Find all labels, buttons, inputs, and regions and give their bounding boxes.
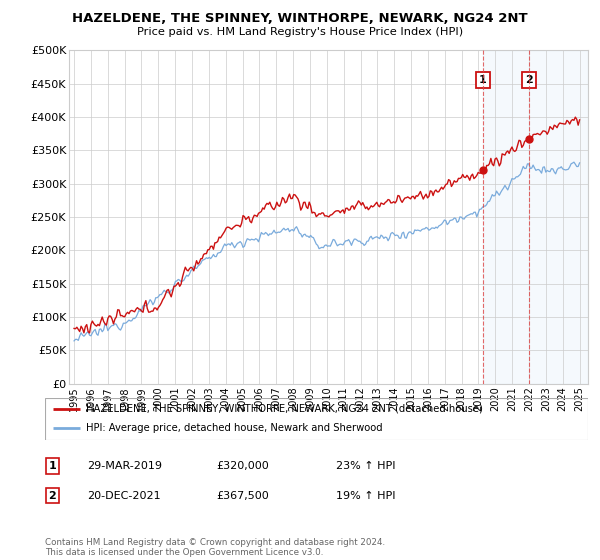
Text: 1: 1 [479, 76, 487, 85]
Text: HAZELDENE, THE SPINNEY, WINTHORPE, NEWARK, NG24 2NT (detached house): HAZELDENE, THE SPINNEY, WINTHORPE, NEWAR… [86, 404, 482, 414]
Text: HPI: Average price, detached house, Newark and Sherwood: HPI: Average price, detached house, Newa… [86, 423, 382, 433]
Text: Price paid vs. HM Land Registry's House Price Index (HPI): Price paid vs. HM Land Registry's House … [137, 27, 463, 37]
Text: 29-MAR-2019: 29-MAR-2019 [87, 461, 162, 471]
Text: £320,000: £320,000 [216, 461, 269, 471]
Text: 2: 2 [49, 491, 56, 501]
Text: 1: 1 [49, 461, 56, 471]
Text: Contains HM Land Registry data © Crown copyright and database right 2024.
This d: Contains HM Land Registry data © Crown c… [45, 538, 385, 557]
Text: HAZELDENE, THE SPINNEY, WINTHORPE, NEWARK, NG24 2NT: HAZELDENE, THE SPINNEY, WINTHORPE, NEWAR… [72, 12, 528, 25]
Text: 2: 2 [524, 76, 532, 85]
Bar [482, 50, 588, 384]
Text: 19% ↑ HPI: 19% ↑ HPI [336, 491, 395, 501]
Text: 20-DEC-2021: 20-DEC-2021 [87, 491, 161, 501]
Text: £367,500: £367,500 [216, 491, 269, 501]
Text: 23% ↑ HPI: 23% ↑ HPI [336, 461, 395, 471]
